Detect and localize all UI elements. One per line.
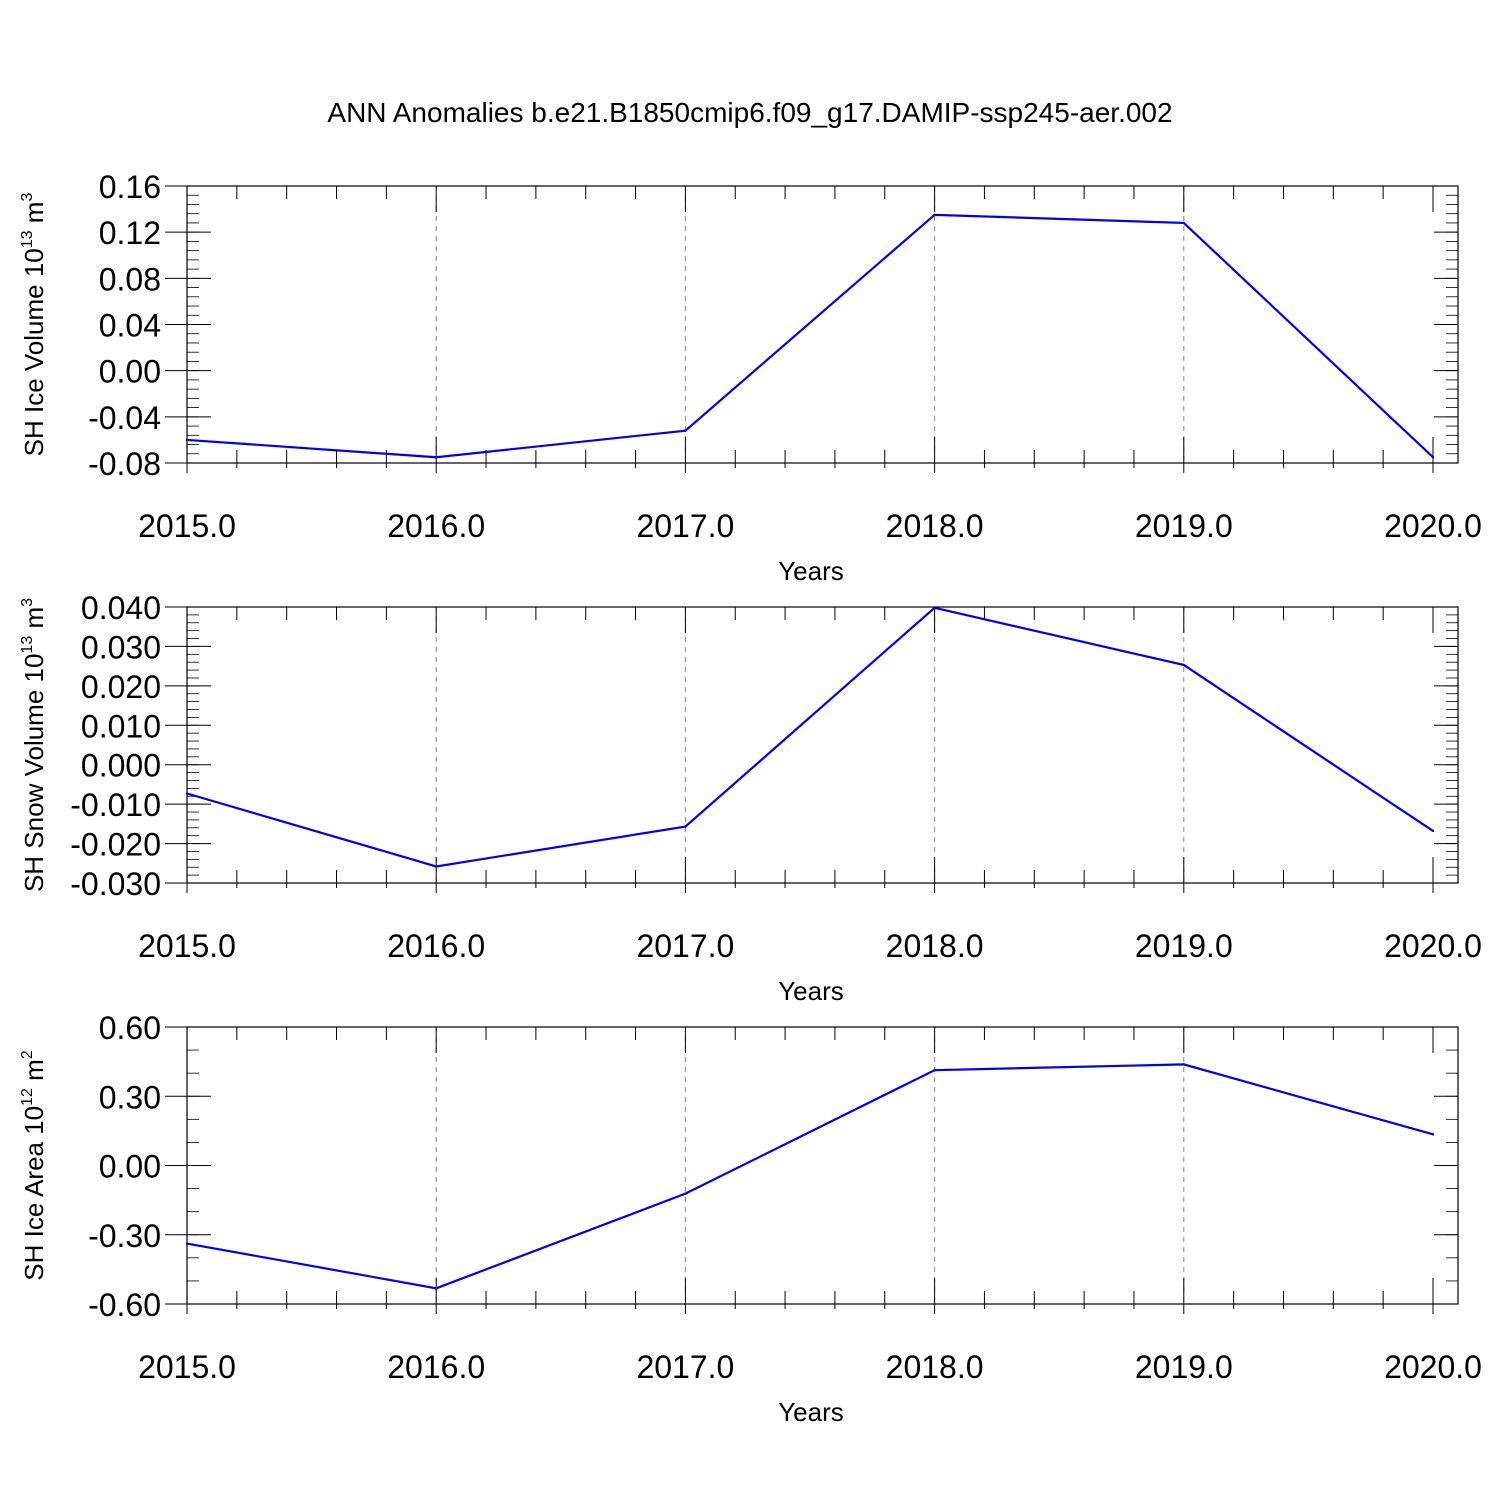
data-point: [933, 606, 936, 609]
data-point: [684, 429, 687, 432]
x-tick-label: 2017.0: [636, 508, 734, 544]
x-tick-label: 2019.0: [1135, 928, 1233, 964]
y-tick-label: -0.020: [70, 827, 161, 863]
plot-frame: [186, 606, 1459, 884]
data-point: [185, 438, 189, 442]
data-point: [933, 1068, 936, 1072]
data-point: [684, 1192, 687, 1195]
data-point: [933, 213, 936, 217]
x-axis-label: Years: [778, 1397, 844, 1427]
x-tick-label: 2018.0: [886, 928, 984, 964]
x-tick-label: 2019.0: [1135, 1349, 1233, 1385]
x-tick-label: 2016.0: [387, 1349, 485, 1385]
y-tick-label: 0.12: [99, 215, 161, 251]
x-tick-label: 2018.0: [886, 508, 984, 544]
y-axis-label-unit-exponent: 2: [19, 1050, 36, 1059]
data-point: [1431, 456, 1435, 459]
y-tick-label: -0.010: [70, 787, 161, 823]
y-axis-label-main: SH Snow Volume 10: [19, 654, 49, 892]
x-tick-label: 2015.0: [138, 1349, 236, 1385]
data-point: [1182, 663, 1186, 667]
x-tick-label: 2020.0: [1384, 928, 1482, 964]
x-tick-label: 2016.0: [387, 928, 485, 964]
y-tick-label: 0.60: [99, 1010, 161, 1046]
y-axis-label-unit: m: [19, 1059, 49, 1088]
x-tick-label: 2016.0: [387, 508, 485, 544]
chart-panel-2: 2015.0 2016.0 2017.0 2018.0 2019.0 2020.0 Year…: [19, 590, 1482, 1006]
y-axis-label: SH Ice Area 1012 m2: [19, 1050, 49, 1281]
y-tick-label: 0.00: [99, 354, 161, 390]
y-tick-label: 0.04: [99, 308, 161, 344]
y-tick-label: 0.000: [81, 748, 161, 784]
y-axis-label-main: SH Ice Volume 10: [19, 248, 49, 456]
x-tick-label: 2015.0: [138, 928, 236, 964]
data-point: [185, 1242, 189, 1245]
data-point: [1182, 1063, 1186, 1066]
x-tick-label: 2020.0: [1384, 508, 1482, 544]
y-axis-label-unit-exponent: 3: [19, 193, 36, 202]
series-line: [186, 1063, 1434, 1290]
data-point: [1182, 221, 1186, 225]
y-tick-label: -0.08: [88, 446, 161, 482]
y-axis-label: SH Ice Volume 1013 m3: [19, 193, 49, 457]
x-tick-label: 2018.0: [886, 1349, 984, 1385]
x-tick-label: 2020.0: [1384, 1349, 1482, 1385]
y-tick-label: 0.30: [99, 1079, 161, 1115]
plot-frame: [186, 185, 1459, 464]
y-tick-label: 0.020: [81, 669, 161, 705]
y-axis-label-exponent: 13: [19, 636, 36, 654]
y-tick-label: -0.60: [88, 1287, 161, 1323]
chart-panel-1: 2015.0 2016.0 2017.0 2018.0 2019.0 2020.0 Year…: [19, 169, 1482, 586]
data-point: [684, 825, 687, 828]
y-axis-label-exponent: 13: [19, 230, 36, 248]
data-point: [185, 792, 189, 795]
figure-title: ANN Anomalies b.e21.B1850cmip6.f09_g17.D…: [327, 97, 1172, 128]
data-point: [1431, 1133, 1435, 1136]
y-axis-label-unit-exponent: 3: [19, 598, 36, 607]
y-tick-label: -0.030: [70, 866, 161, 902]
y-tick-label: 0.08: [99, 261, 161, 297]
y-tick-label: -0.04: [88, 400, 161, 436]
y-tick-label: -0.30: [88, 1218, 161, 1254]
data-point: [435, 865, 438, 868]
y-axis-label-exponent: 12: [19, 1088, 36, 1106]
x-tick-label: 2015.0: [138, 508, 236, 544]
data-point: [435, 456, 438, 459]
data-point: [435, 1287, 438, 1290]
y-axis-label: SH Snow Volume 1013 m3: [19, 598, 49, 892]
x-tick-label: 2017.0: [636, 928, 734, 964]
x-tick-label: 2019.0: [1135, 508, 1233, 544]
plot-frame: [186, 1026, 1459, 1305]
x-axis-label: Years: [778, 556, 844, 586]
chart-panel-3: 2015.0 2016.0 2017.0 2018.0 2019.0 2020.0 Year…: [19, 1010, 1482, 1427]
series-line: [186, 213, 1434, 459]
y-tick-label: 0.00: [99, 1149, 161, 1185]
y-axis-label-main: SH Ice Area 10: [19, 1106, 49, 1281]
x-tick-label: 2017.0: [636, 1349, 734, 1385]
y-axis-label-unit: m: [19, 607, 49, 636]
y-tick-label: 0.16: [99, 169, 161, 205]
data-point: [1431, 829, 1435, 833]
y-tick-label: 0.030: [81, 629, 161, 665]
y-tick-label: 0.040: [81, 590, 161, 626]
series-line: [186, 606, 1434, 868]
y-tick-label: 0.010: [81, 708, 161, 744]
y-axis-label-unit: m: [19, 202, 49, 231]
x-axis-label: Years: [778, 976, 844, 1006]
